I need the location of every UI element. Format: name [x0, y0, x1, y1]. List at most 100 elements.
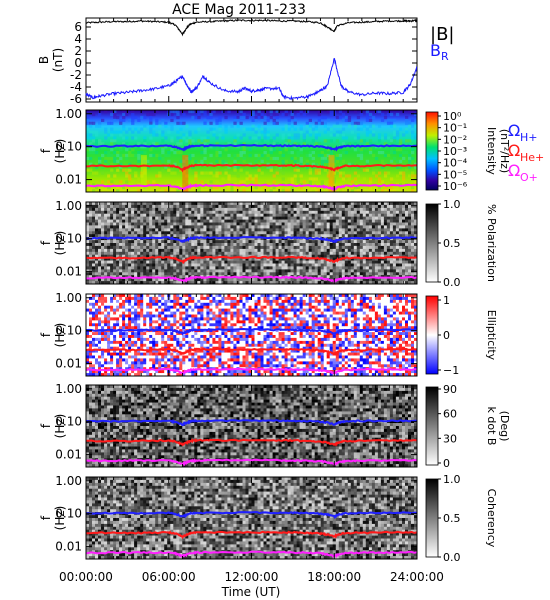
spectrogram-cell: [116, 210, 120, 214]
spectrogram-cell: [239, 219, 243, 223]
spectrogram-cell: [368, 266, 373, 270]
spectrogram-cell: [236, 228, 240, 232]
spectrogram-cell: [347, 186, 352, 190]
spectrogram-cell: [218, 124, 222, 128]
spectrogram-cell: [116, 202, 120, 206]
spectrogram-cell: [383, 174, 388, 178]
spectrogram-cell: [314, 204, 318, 209]
spectrogram-cell: [188, 222, 192, 226]
intensity-burst: [182, 155, 189, 192]
spectrogram-cell: [107, 245, 111, 250]
spectrogram-cell: [107, 133, 111, 137]
spectrogram-cell: [92, 228, 96, 232]
spectrogram-cell: [338, 204, 343, 209]
spectrogram-cell: [194, 228, 198, 232]
spectrogram-cell: [104, 272, 108, 276]
spectrogram-cell: [218, 248, 222, 253]
spectrogram-cell: [122, 248, 126, 253]
spectrogram-cell: [116, 204, 120, 209]
spectrogram-cell: [116, 311, 120, 315]
spectrogram-cell: [299, 281, 303, 284]
legend-b-r: B: [430, 41, 441, 60]
spectrogram-cell: [347, 115, 352, 120]
spectrogram-cell: [344, 204, 349, 209]
spectrogram-cell: [140, 234, 144, 238]
spectrogram-cell: [86, 349, 90, 353]
intensity-burst: [328, 155, 335, 192]
spectrogram-cell: [143, 335, 147, 339]
spectrogram-cell: [179, 204, 183, 209]
spectrogram-cell: [113, 346, 117, 350]
spectrogram-cell: [152, 228, 156, 232]
spectrogram-cell: [104, 222, 108, 226]
spectrogram-cell: [350, 162, 355, 166]
spectrogram-cell: [350, 207, 355, 212]
spectrogram-cell: [284, 248, 288, 253]
spectrogram-cell: [101, 352, 105, 356]
spectrogram-cell: [398, 171, 403, 175]
spectrogram-cell: [236, 251, 240, 255]
spectrogram-cell: [338, 263, 343, 267]
spectrogram-cell: [92, 216, 96, 220]
spectrogram-cell: [137, 202, 141, 206]
spectrogram-cell: [411, 278, 415, 282]
spectrogram-cell: [86, 240, 90, 244]
spectrogram-cell: [146, 225, 150, 229]
spectrogram-cell: [263, 219, 267, 223]
spectrogram-cell: [266, 225, 270, 229]
spectrogram-cell: [104, 210, 108, 214]
spectrogram-cell: [278, 207, 282, 212]
spectrogram-cell: [326, 272, 330, 276]
spectrogram-cell: [95, 162, 99, 166]
spectrogram-cell: [125, 335, 129, 339]
spectrogram-cell: [377, 133, 382, 137]
colorbar-tick-label: 10⁻⁶: [443, 180, 468, 193]
spectrogram-cell: [134, 115, 138, 120]
spectrogram-cell: [188, 225, 192, 229]
spectrogram-cell: [314, 121, 318, 125]
spectrogram-cell: [131, 299, 135, 304]
spectrogram-cell: [344, 115, 349, 120]
spectrogram-cell: [248, 245, 252, 250]
spectrogram-cell: [92, 189, 96, 192]
spectrogram-cell: [89, 337, 93, 342]
spectrogram-cell: [191, 210, 195, 214]
spectrogram-cell: [411, 156, 415, 161]
spectrogram-cell: [176, 189, 180, 192]
spectrogram-cell: [344, 210, 349, 214]
spectrogram-cell: [245, 269, 249, 273]
spectrogram-cell: [287, 202, 291, 206]
spectrogram-cell: [335, 216, 340, 220]
spectrogram-cell: [119, 260, 123, 264]
spectrogram-cell: [290, 225, 294, 229]
spectrogram-cell: [317, 281, 321, 284]
y-tick-label: -4: [70, 80, 82, 94]
spectrogram-cell: [119, 130, 123, 134]
spectrogram-cell: [221, 136, 225, 140]
spectrogram-cell: [392, 136, 397, 140]
spectrogram-cell: [398, 225, 403, 229]
spectrogram-cell: [110, 139, 114, 143]
spectrogram-cell: [140, 127, 144, 131]
spectrogram-cell: [122, 296, 126, 301]
spectrogram-cell: [95, 254, 99, 258]
spectrogram-cell: [113, 302, 117, 306]
spectrogram-cell: [308, 177, 312, 181]
spectrogram-cell: [110, 272, 114, 276]
spectrogram-cell: [341, 281, 346, 284]
spectrogram-cell: [414, 245, 417, 250]
spectrogram-cell: [368, 177, 373, 181]
spectrogram-cell: [254, 118, 258, 122]
spectrogram-cell: [323, 281, 327, 284]
spectrogram-cell: [131, 202, 135, 206]
spectrogram-cell: [221, 202, 225, 206]
spectrogram-cell: [374, 257, 379, 261]
spectrogram-cell: [122, 346, 126, 350]
spectrogram-cell: [368, 148, 373, 152]
spectrogram-cell: [203, 210, 207, 214]
spectrogram-cell: [119, 308, 123, 312]
spectrogram-cell: [323, 213, 327, 217]
spectrogram-cell: [299, 180, 303, 184]
spectrogram-cell: [143, 260, 147, 264]
